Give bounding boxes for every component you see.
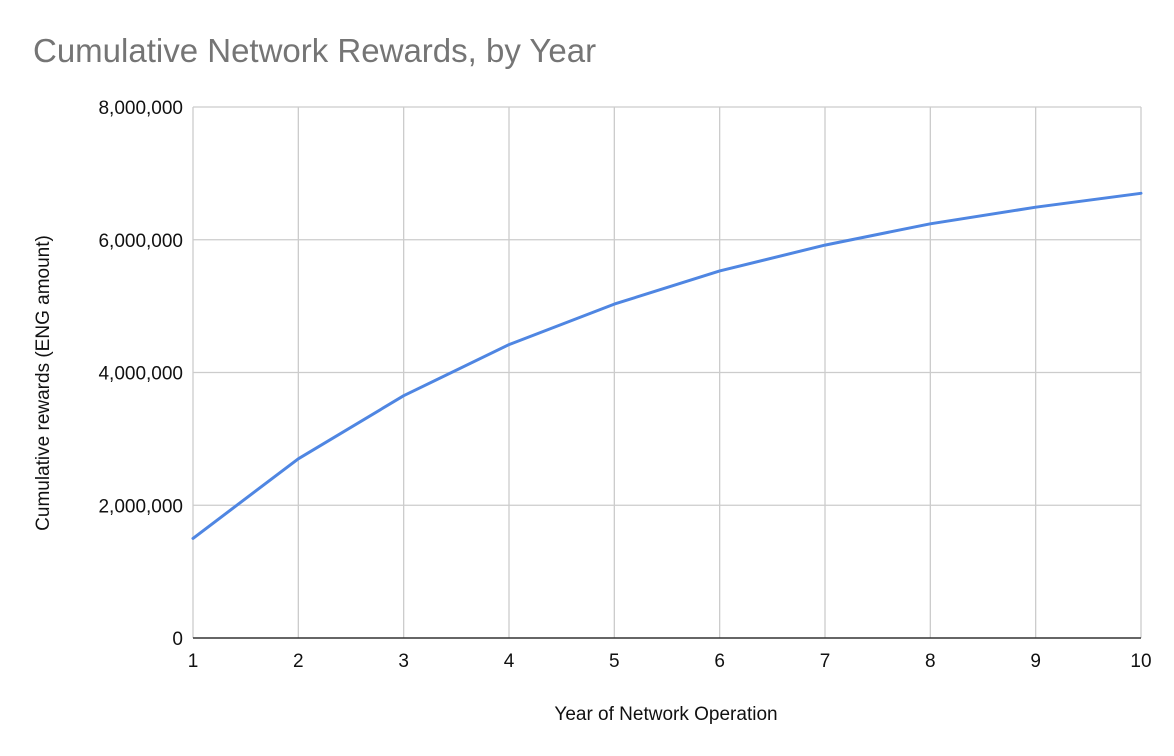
chart-title: Cumulative Network Rewards, by Year xyxy=(33,32,596,69)
x-tick-label: 9 xyxy=(1030,651,1041,672)
x-tick-label: 4 xyxy=(504,651,515,672)
y-tick-label: 2,000,000 xyxy=(98,496,183,517)
x-tick-label: 5 xyxy=(609,651,620,672)
x-tick-label: 6 xyxy=(714,651,725,672)
y-tick-label: 8,000,000 xyxy=(98,98,183,119)
series-line-0 xyxy=(191,191,1143,540)
series-layer xyxy=(191,191,1143,540)
y-tick-label: 4,000,000 xyxy=(98,364,183,385)
x-tick-label: 10 xyxy=(1130,651,1151,672)
x-axis-label: Year of Network Operation xyxy=(554,704,777,725)
y-tick-label: 6,000,000 xyxy=(98,231,183,252)
y-axis-label: Cumulative rewards (ENG amount) xyxy=(33,235,54,531)
x-tick-label: 7 xyxy=(820,651,831,672)
gridlines xyxy=(192,106,1142,638)
x-tick-label: 3 xyxy=(398,651,409,672)
y-tick-label: 0 xyxy=(172,629,183,650)
x-tick-label: 8 xyxy=(925,651,936,672)
x-tick-label: 2 xyxy=(293,651,304,672)
axes: 0 2,000,000 4,000,000 6,000,000 8,000,000 1 2 3… xyxy=(98,98,1151,672)
x-tick-label: 1 xyxy=(188,651,199,672)
